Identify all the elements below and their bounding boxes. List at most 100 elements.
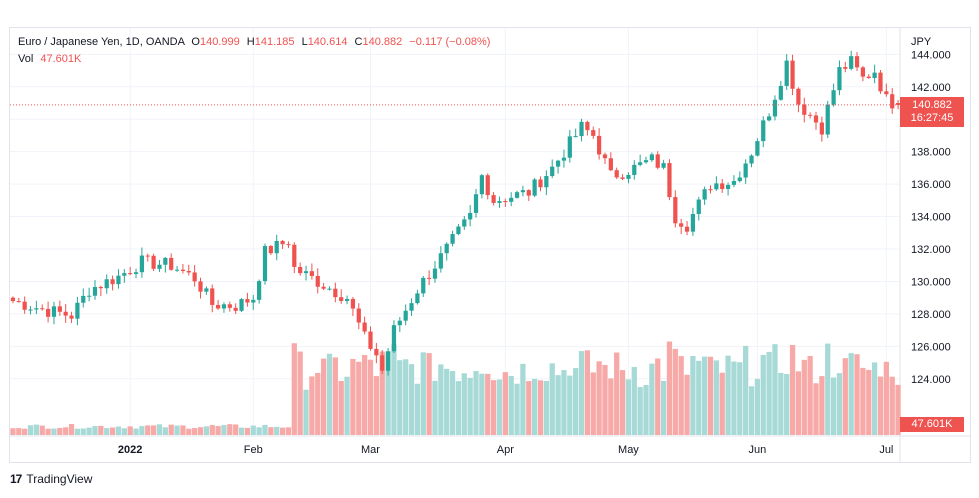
volume-bar xyxy=(391,344,397,435)
volume-bar xyxy=(297,351,303,435)
volume-bar xyxy=(45,428,51,435)
candle-body xyxy=(544,176,549,188)
candle-body xyxy=(122,273,127,276)
candle-body xyxy=(813,115,819,123)
volume-bar xyxy=(754,378,761,435)
candle-body xyxy=(567,136,572,158)
candle-body xyxy=(714,183,719,190)
volume-bar xyxy=(367,359,374,435)
footer-branding[interactable]: 17 TradingView xyxy=(10,472,92,486)
volume-bar xyxy=(772,344,778,435)
volume-bar xyxy=(203,426,210,435)
volume-bar xyxy=(760,354,766,435)
volume-bar xyxy=(731,361,737,435)
volume-bar xyxy=(866,369,872,435)
candle-body xyxy=(462,219,467,227)
candle-body xyxy=(87,295,92,297)
close-value: 140.882 xyxy=(362,36,403,48)
candle-body xyxy=(591,130,596,136)
y-tick-label: 130.000 xyxy=(911,276,951,288)
volume-bar xyxy=(848,353,854,435)
volume-bar xyxy=(672,348,678,435)
volume-bar xyxy=(655,358,661,435)
volume-bar xyxy=(784,374,790,435)
candle-body xyxy=(427,277,432,279)
x-tick-label: Mar xyxy=(361,444,380,456)
volume-bar xyxy=(801,359,807,435)
candle-body xyxy=(802,104,807,115)
candle-body xyxy=(597,135,602,155)
candle-body xyxy=(585,121,590,131)
candle-body xyxy=(186,270,191,273)
candle-body xyxy=(743,163,748,178)
legend-ohlc: Euro / Japanese Yen, 1D, OANDA O140.999 … xyxy=(18,36,490,48)
volume-bar xyxy=(133,428,139,435)
candle-body xyxy=(895,103,901,105)
candle-body xyxy=(860,67,866,77)
open-value: 140.999 xyxy=(199,36,240,48)
candle-body xyxy=(632,164,637,175)
candle-body xyxy=(239,299,244,311)
volume-bar xyxy=(514,383,520,435)
candle-body xyxy=(362,322,367,332)
candle-body xyxy=(579,121,584,137)
candle-body xyxy=(725,184,731,190)
candle-body xyxy=(421,277,426,294)
volume-bar xyxy=(332,357,338,435)
x-tick-label: 2022 xyxy=(118,444,142,456)
volume-bar xyxy=(614,352,620,435)
candle-body xyxy=(128,273,133,275)
candle-body xyxy=(374,348,379,356)
volume-bar xyxy=(567,375,573,435)
volume-bar xyxy=(602,364,608,435)
candle-body xyxy=(321,286,326,289)
volume-bar xyxy=(274,426,280,435)
candle-body xyxy=(215,304,221,309)
candle-body xyxy=(133,272,139,274)
volume-bar xyxy=(895,384,901,435)
candle-body xyxy=(75,302,80,319)
volume-bar xyxy=(444,368,450,435)
volume-bar xyxy=(485,373,491,435)
candle-body xyxy=(415,293,420,304)
candle-body xyxy=(16,301,21,303)
candle-body xyxy=(385,351,391,371)
candle-body xyxy=(174,269,180,271)
volume-bar xyxy=(479,373,485,435)
candle-body xyxy=(57,306,62,312)
volume-bar xyxy=(778,372,784,435)
candle-body xyxy=(51,306,57,317)
brand-name: TradingView xyxy=(26,472,93,486)
candle-body xyxy=(690,213,696,232)
chart-frame xyxy=(9,27,971,463)
volume-bar xyxy=(766,351,772,435)
volume-bar xyxy=(795,371,802,435)
volume-bar xyxy=(57,427,63,435)
candle-body xyxy=(854,56,860,68)
candle-body xyxy=(890,94,895,109)
volume-bar xyxy=(227,424,233,435)
candle-body xyxy=(831,90,836,105)
volume-bar xyxy=(63,427,69,435)
volume-bar xyxy=(813,383,819,435)
volume-bar xyxy=(573,368,579,435)
x-tick-label: Feb xyxy=(244,444,263,456)
candle-body xyxy=(274,240,279,254)
candle-body xyxy=(45,308,51,317)
volume-bar xyxy=(127,426,133,435)
candle-body xyxy=(620,177,625,179)
candle-body xyxy=(409,303,414,311)
volume-bar xyxy=(643,385,649,435)
volume-bar xyxy=(233,424,239,435)
volume-bar xyxy=(197,427,204,435)
volume-bar xyxy=(707,356,714,435)
volume-bar xyxy=(836,373,843,435)
volume-bar xyxy=(80,428,86,435)
candle-body xyxy=(92,286,98,296)
volume-bar xyxy=(256,427,262,435)
candle-body xyxy=(602,154,608,159)
volume-bar xyxy=(608,378,614,435)
close-label: C xyxy=(354,36,363,48)
